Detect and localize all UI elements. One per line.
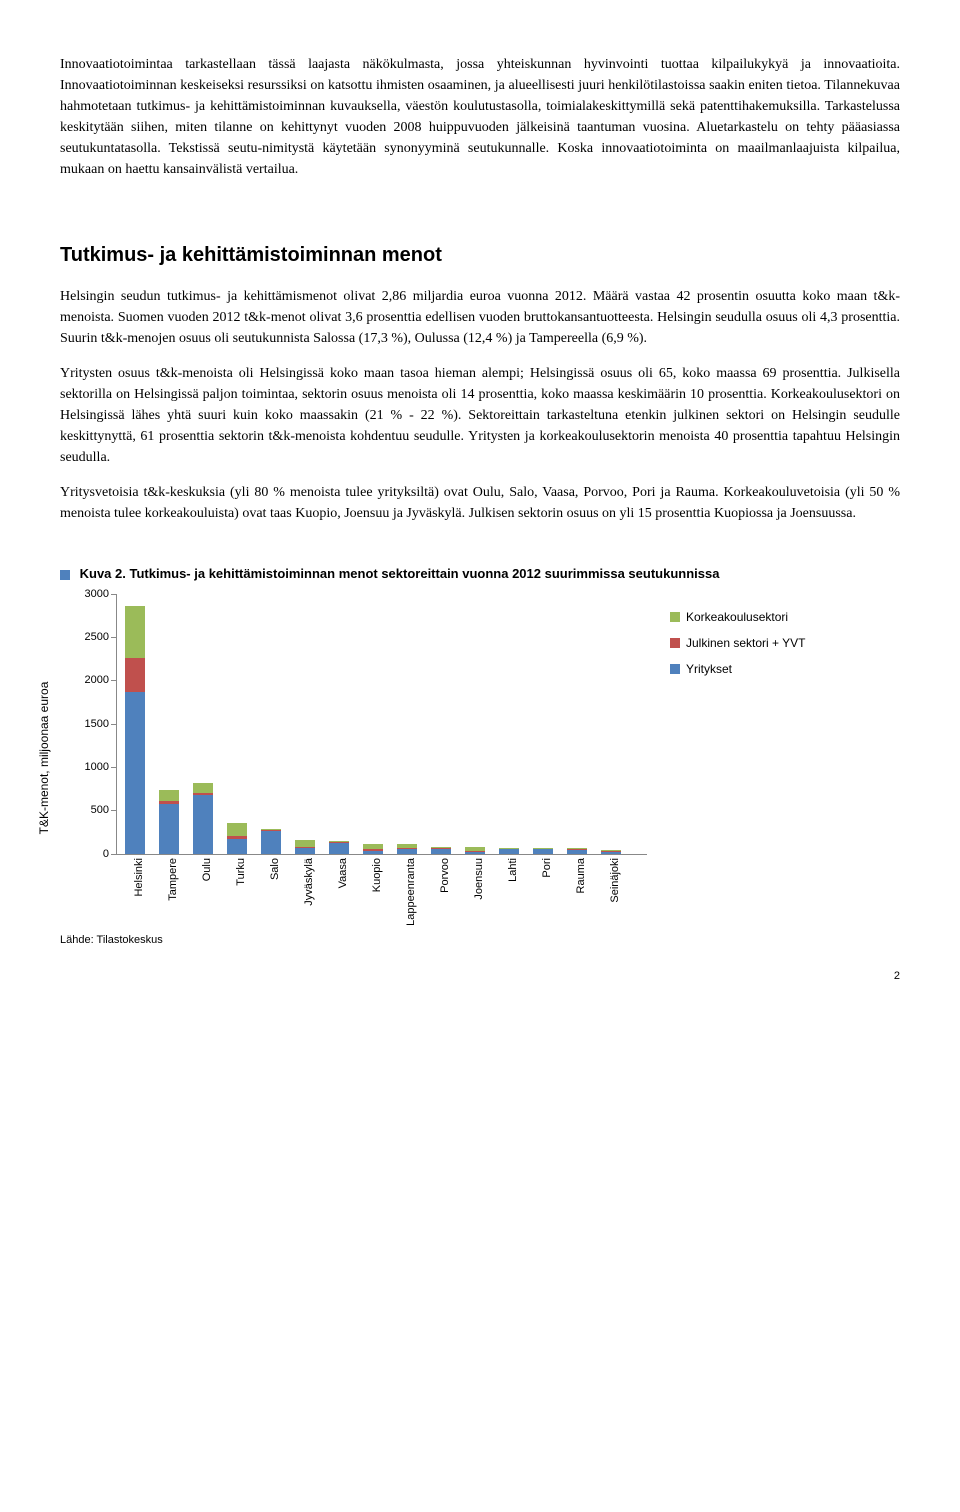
bar-segment bbox=[261, 830, 281, 853]
legend-label: Yritykset bbox=[686, 660, 732, 678]
x-axis-tick: Joensuu bbox=[471, 858, 488, 900]
x-axis-tick: Salo bbox=[267, 858, 284, 880]
legend-item: Korkeakoulusektori bbox=[670, 608, 806, 626]
bar-segment bbox=[499, 848, 519, 849]
body-paragraph-3: Yritysvetoisia t&k-keskuksia (yli 80 % m… bbox=[60, 482, 900, 524]
bar-segment bbox=[397, 849, 417, 854]
x-axis-tick: Tampere bbox=[165, 858, 182, 901]
chart-title-marker-icon bbox=[60, 570, 70, 580]
bar-segment bbox=[295, 847, 315, 848]
bar-segment bbox=[193, 793, 213, 795]
chart-legend: Korkeakoulusektori Julkinen sektori + YVT… bbox=[670, 608, 806, 686]
body-paragraph-1: Helsingin seudun tutkimus- ja kehittämis… bbox=[60, 286, 900, 349]
bar-segment bbox=[533, 848, 553, 853]
bar-segment bbox=[465, 847, 485, 850]
legend-label: Julkinen sektori + YVT bbox=[686, 634, 806, 652]
bar-segment bbox=[125, 692, 145, 853]
bar-segment bbox=[363, 849, 383, 851]
bar-segment bbox=[159, 790, 179, 801]
bar-segment bbox=[567, 849, 587, 854]
bar-segment bbox=[465, 852, 485, 853]
x-axis-tick: Lappeenranta bbox=[403, 858, 420, 926]
legend-label: Korkeakoulusektori bbox=[686, 608, 788, 626]
legend-swatch-icon bbox=[670, 638, 680, 648]
bar-segment bbox=[227, 839, 247, 854]
page-number: 2 bbox=[60, 968, 900, 985]
bar-segment bbox=[227, 836, 247, 839]
x-axis-tick: Lahti bbox=[505, 858, 522, 882]
bar-segment bbox=[363, 844, 383, 849]
x-axis-tick: Porvoo bbox=[437, 858, 454, 893]
bar-segment bbox=[329, 842, 349, 853]
bar-segment bbox=[295, 840, 315, 848]
body-paragraph-2: Yritysten osuus t&k-menoista oli Helsing… bbox=[60, 363, 900, 468]
section-heading: Tutkimus- ja kehittämistoiminnan menot bbox=[60, 240, 900, 270]
x-axis-tick: Turku bbox=[233, 858, 250, 886]
chart-source: Lähde: Tilastokeskus bbox=[60, 932, 900, 949]
x-axis-tick: Seinäjoki bbox=[607, 858, 624, 903]
legend-swatch-icon bbox=[670, 664, 680, 674]
bar-segment bbox=[295, 848, 315, 853]
x-axis-tick: Pori bbox=[539, 858, 556, 878]
chart-plot-area: 050010001500200025003000HelsinkiTampereO… bbox=[116, 594, 647, 855]
chart-title: Kuva 2. Tutkimus- ja kehittämistoiminnan… bbox=[60, 564, 900, 584]
bar-segment bbox=[601, 850, 621, 851]
chart: T&K-menot, miljoonaa euroa 0500100015002… bbox=[60, 588, 860, 928]
x-axis-tick: Rauma bbox=[573, 858, 590, 893]
intro-paragraph: Innovaatiotoimintaa tarkastellaan tässä … bbox=[60, 54, 900, 180]
bar-segment bbox=[363, 851, 383, 854]
bar-segment bbox=[499, 849, 519, 854]
bar-segment bbox=[159, 801, 179, 804]
y-axis-tick: 2000 bbox=[69, 672, 109, 689]
bar-segment bbox=[125, 658, 145, 693]
bar-segment bbox=[125, 606, 145, 658]
bar-segment bbox=[193, 783, 213, 793]
chart-title-text: Kuva 2. Tutkimus- ja kehittämistoiminnan… bbox=[80, 566, 720, 581]
bar-segment bbox=[159, 804, 179, 853]
bar-segment bbox=[601, 851, 621, 853]
bar-segment bbox=[465, 851, 485, 852]
legend-item: Yritykset bbox=[670, 660, 806, 678]
y-axis-label: T&K-menot, miljoonaa euroa bbox=[35, 681, 53, 834]
y-axis-tick: 500 bbox=[69, 802, 109, 819]
legend-item: Julkinen sektori + YVT bbox=[670, 634, 806, 652]
legend-swatch-icon bbox=[670, 612, 680, 622]
y-axis-tick: 2500 bbox=[69, 629, 109, 646]
x-axis-tick: Vaasa bbox=[335, 858, 352, 888]
bar-segment bbox=[329, 841, 349, 842]
y-axis-tick: 3000 bbox=[69, 585, 109, 602]
y-axis-tick: 0 bbox=[69, 845, 109, 862]
y-axis-tick: 1000 bbox=[69, 759, 109, 776]
bar-segment bbox=[193, 795, 213, 853]
bar-segment bbox=[431, 848, 451, 854]
bar-segment bbox=[397, 844, 417, 848]
x-axis-tick: Jyväskylä bbox=[301, 858, 318, 906]
x-axis-tick: Oulu bbox=[199, 858, 216, 881]
y-axis-tick: 1500 bbox=[69, 715, 109, 732]
x-axis-tick: Kuopio bbox=[369, 858, 386, 892]
bar-segment bbox=[227, 823, 247, 836]
x-axis-tick: Helsinki bbox=[131, 858, 148, 897]
